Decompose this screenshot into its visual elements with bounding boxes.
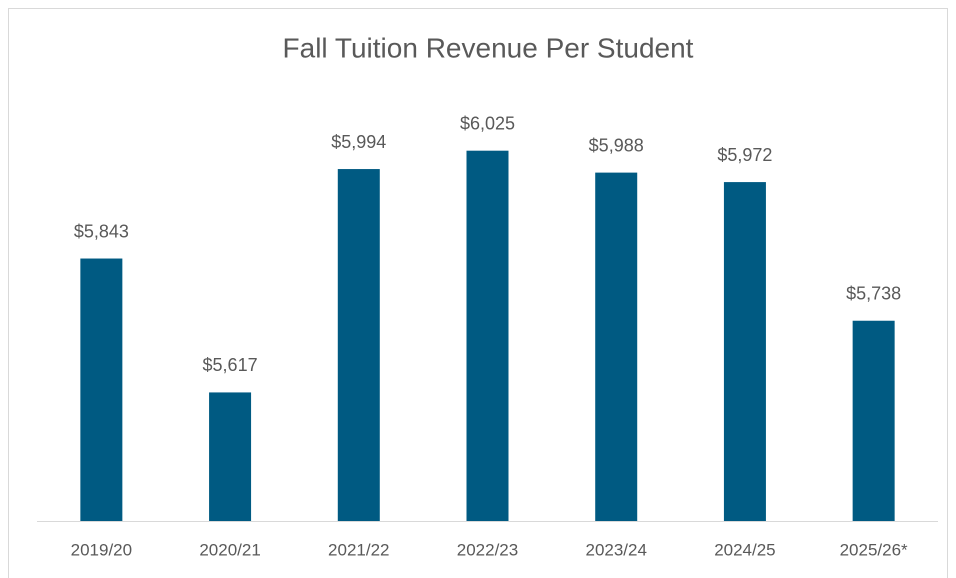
x-tick-label: 2020/21	[199, 540, 260, 559]
value-label: $5,843	[74, 221, 129, 241]
x-tick-label: 2024/25	[714, 540, 775, 559]
x-tick-label: 2022/23	[457, 540, 518, 559]
bar	[852, 320, 895, 521]
x-tick-label: 2019/20	[71, 540, 132, 559]
value-label: $6,025	[460, 113, 515, 133]
value-label: $5,988	[589, 135, 644, 155]
bar	[80, 258, 123, 521]
value-label: $5,738	[846, 283, 901, 303]
bar	[337, 169, 380, 521]
value-label: $5,972	[717, 145, 772, 165]
bar	[466, 150, 509, 521]
chart-title: Fall Tuition Revenue Per Student	[283, 32, 694, 63]
x-tick-label: 2023/24	[585, 540, 646, 559]
x-tick-label: 2021/22	[328, 540, 389, 559]
bar	[595, 172, 638, 522]
value-label: $5,994	[331, 132, 386, 152]
bar	[723, 182, 766, 521]
bar	[209, 392, 252, 521]
value-label: $5,617	[203, 355, 258, 375]
x-tick-label: 2025/26*	[840, 540, 908, 559]
